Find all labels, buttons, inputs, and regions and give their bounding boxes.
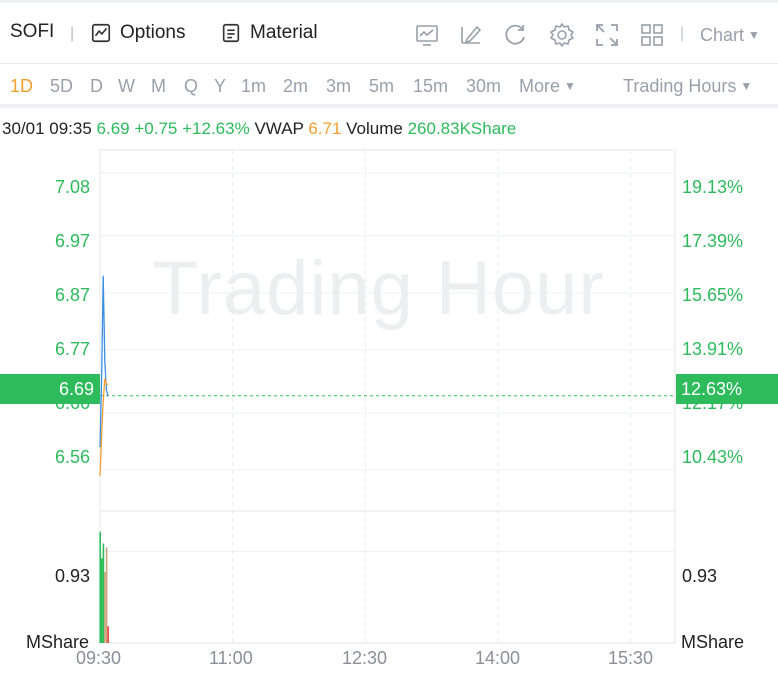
quote-change: +0.75: [134, 119, 178, 138]
price-tick-label: 7.08: [54, 177, 90, 197]
quote-change-pct: +12.63%: [182, 119, 250, 138]
period-m[interactable]: M: [151, 76, 166, 96]
current-price-marker: 6.69: [0, 374, 100, 404]
volume-unit-left: MShare: [26, 632, 90, 652]
material-label: Material: [250, 22, 318, 43]
vwap-label: VWAP: [254, 119, 304, 138]
volume-bar: [104, 572, 106, 643]
quote-info-line: 30/01 09:35 6.69 +0.75 +12.63% VWAP 6.71…: [2, 119, 516, 139]
volume-tick-label-left: 0.93: [54, 566, 90, 586]
indicator-icon[interactable]: [414, 22, 440, 48]
time-tick-label: 15:30: [608, 648, 654, 668]
quote-price: 6.69: [96, 119, 130, 138]
period-1d[interactable]: 1D: [10, 76, 34, 96]
settings-icon[interactable]: [549, 22, 575, 48]
series-line-price: [99, 275, 109, 448]
layout-icon[interactable]: [639, 22, 665, 48]
period-d[interactable]: D: [90, 76, 103, 96]
time-tick-label: 09:30: [76, 648, 122, 668]
volume-bar: [107, 626, 109, 643]
options-label: Options: [120, 22, 186, 43]
pct-tick-label: 10.43%: [682, 447, 744, 467]
volume-bar: [105, 547, 108, 643]
time-tick-label: 14:00: [475, 648, 521, 668]
chevron-down-icon: ▼: [740, 79, 753, 93]
chart-frame: [99, 149, 676, 644]
volume-label: Volume: [346, 119, 403, 138]
pct-tick-label: 19.13%: [682, 177, 744, 197]
volume-bar: [99, 531, 101, 643]
pct-tick-label: 17.39%: [682, 231, 744, 251]
options-button[interactable]: Options: [90, 19, 185, 47]
current-pct-marker: 12.63%: [676, 374, 778, 404]
volume-tick-label-right: 0.93: [682, 566, 718, 586]
period-15m[interactable]: 15m: [413, 76, 449, 96]
series-line-vwap: [99, 378, 108, 476]
pct-tick-label: 15.65%: [682, 285, 744, 305]
trading-hours-label: Trading Hours: [623, 76, 737, 96]
price-tick-label: 6.77: [54, 339, 90, 359]
volume-bar: [102, 543, 105, 643]
period-q[interactable]: Q: [184, 76, 199, 96]
more-periods-dropdown[interactable]: More ▼: [519, 76, 576, 97]
document-icon: [222, 23, 240, 43]
symbol-label[interactable]: SOFI: [10, 21, 55, 42]
time-tick-label: 11:00: [209, 648, 253, 668]
vwap-value: 6.71: [308, 119, 342, 138]
period-w[interactable]: W: [118, 76, 135, 96]
chart-marks: [99, 275, 109, 643]
period-1m[interactable]: 1m: [241, 76, 267, 96]
volume-unit-right: MShare: [681, 632, 745, 652]
top-toolbar: SOFI | Options Material | Chart ▼: [0, 0, 778, 64]
trading-hours-dropdown[interactable]: Trading Hours ▼: [623, 76, 752, 97]
more-label: More: [519, 76, 561, 96]
toolbar-separator-2: |: [680, 25, 685, 42]
draw-icon[interactable]: [458, 22, 484, 48]
period-5d[interactable]: 5D: [50, 76, 74, 96]
quote-datetime: 30/01 09:35: [2, 119, 92, 138]
price-tick-label: 6.56: [54, 447, 90, 467]
chart-type-dropdown[interactable]: Chart ▼: [700, 25, 760, 46]
toolbar-separator: |: [70, 25, 75, 42]
period-bar: 1D 5D D W M Q Y 1m 2m 3m 5m 15m 30m More…: [0, 64, 778, 108]
volume-bar: [101, 558, 103, 643]
period-30m[interactable]: 30m: [466, 76, 502, 96]
price-tick-label: 6.97: [54, 231, 90, 251]
material-button[interactable]: Material: [220, 19, 318, 47]
trading-hour-watermark: Trading Hour: [152, 246, 605, 331]
chevron-down-icon: ▼: [564, 79, 576, 93]
pct-tick-label: 13.91%: [682, 339, 744, 359]
period-3m[interactable]: 3m: [326, 76, 352, 96]
period-2m[interactable]: 2m: [283, 76, 309, 96]
options-chart-icon: [91, 23, 111, 43]
period-5m[interactable]: 5m: [369, 76, 395, 96]
chart-grid: [99, 149, 676, 644]
time-tick-label: 12:30: [342, 648, 388, 668]
chevron-down-icon: ▼: [748, 28, 760, 42]
period-y[interactable]: Y: [214, 76, 227, 96]
refresh-icon[interactable]: [503, 22, 529, 48]
price-tick-label: 6.87: [54, 285, 90, 305]
volume-value: 260.83KShare: [407, 119, 517, 138]
fullscreen-icon[interactable]: [594, 22, 620, 48]
chart-type-label: Chart: [700, 25, 745, 45]
